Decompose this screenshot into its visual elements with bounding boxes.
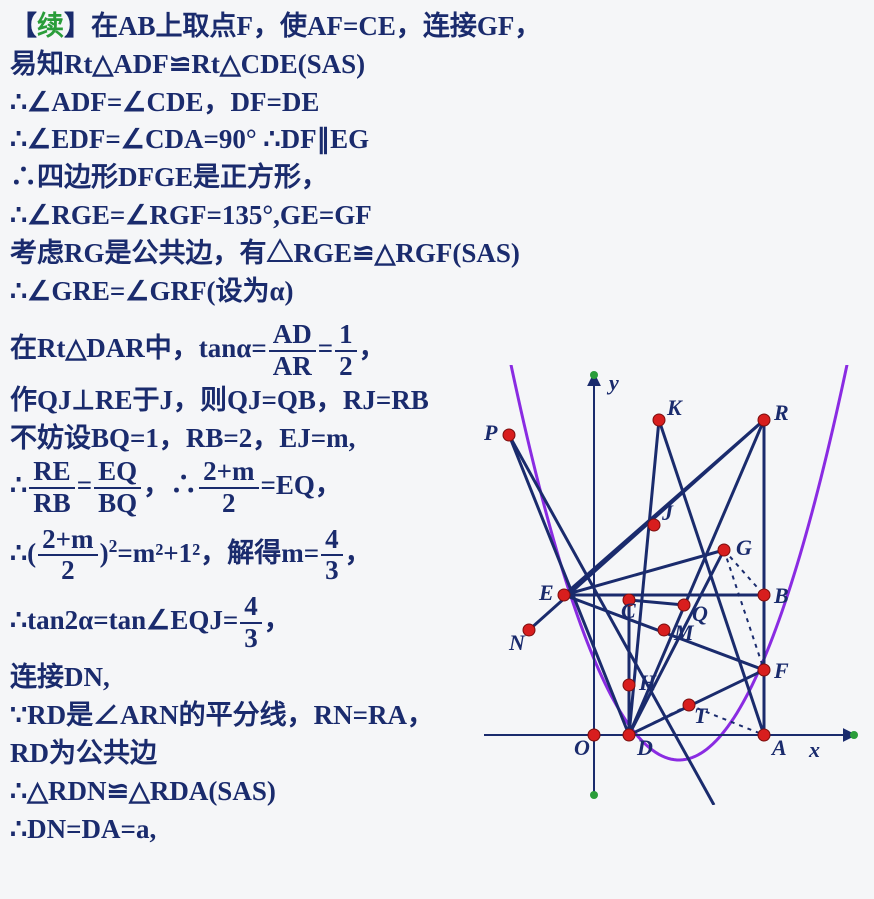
solution-text: 【续】在AB上取点F，使AF=CE，连接GF， 易知Rt△ADF≌Rt△CDE(… bbox=[0, 0, 874, 856]
line-14: ∴tan2α=tan∠EQJ=43， bbox=[10, 592, 480, 653]
line-18: ∴△RDN≌△RDA(SAS) bbox=[10, 773, 864, 811]
line-7: 考虑RG是公共边，有△RGE≌△RGF(SAS) bbox=[10, 235, 864, 273]
line-1-rest: 在AB上取点F，使AF=CE，连接GF， bbox=[91, 11, 541, 41]
l12-frac3: 2+m2 bbox=[199, 457, 258, 518]
l9-frac2: 12 bbox=[335, 320, 357, 381]
line-2: 易知Rt△ADF≌Rt△CDE(SAS) bbox=[10, 46, 864, 84]
l14a: ∴tan2α=tan∠EQJ= bbox=[10, 605, 238, 635]
line-3: ∴∠ADF=∠CDE，DF=DE bbox=[10, 84, 864, 122]
l13d: ， bbox=[345, 538, 372, 568]
l12-frac2: EQBQ bbox=[94, 457, 141, 518]
line-15: 连接DN, bbox=[10, 659, 480, 697]
l14b: ， bbox=[264, 605, 291, 635]
line-6: ∴∠RGE=∠RGF=135°,GE=GF bbox=[10, 197, 864, 235]
line-16: ∵RD是∠ARN的平分线，RN=RA， bbox=[10, 697, 864, 735]
l12b: = bbox=[77, 470, 92, 500]
line-13: ∴(2+m2)2=m²+1²，解得m=43， bbox=[10, 525, 480, 586]
l9a: 在Rt△DAR中，tanα= bbox=[10, 333, 267, 363]
line-17: RD为公共边 bbox=[10, 735, 864, 773]
tag-close: 】 bbox=[64, 11, 91, 41]
l12-frac1: RERB bbox=[29, 457, 75, 518]
l13b: ) bbox=[100, 538, 109, 568]
line-9: 在Rt△DAR中，tanα=ADAR=12， bbox=[10, 320, 864, 381]
line-4: ∴∠EDF=∠CDA=90° ∴DF∥EG bbox=[10, 121, 864, 159]
l9-frac1: ADAR bbox=[269, 320, 316, 381]
l13-frac2: 43 bbox=[321, 525, 343, 586]
l13-exp: 2 bbox=[109, 536, 118, 556]
l13-frac1: 2+m2 bbox=[38, 525, 97, 586]
line-5: ∴四边形DFGE是正方形， bbox=[10, 159, 864, 197]
l12d: =EQ， bbox=[261, 470, 342, 500]
l12c: ，∴ bbox=[143, 470, 197, 500]
l12a: ∴ bbox=[10, 470, 27, 500]
l9b: = bbox=[318, 333, 333, 363]
line-19: ∴DN=DA=a, bbox=[10, 811, 864, 849]
tag-open: 【 bbox=[10, 11, 37, 41]
line-1: 【续】在AB上取点F，使AF=CE，连接GF， bbox=[10, 8, 864, 46]
l9c: ， bbox=[359, 333, 386, 363]
line-11: 不妨设BQ=1，RB=2，EJ=m, bbox=[10, 420, 480, 458]
l13a: ∴( bbox=[10, 538, 36, 568]
tag-word: 续 bbox=[37, 11, 64, 41]
line-12: ∴RERB=EQBQ，∴2+m2=EQ， bbox=[10, 457, 480, 518]
l14-frac: 43 bbox=[240, 592, 262, 653]
line-8: ∴∠GRE=∠GRF(设为α) bbox=[10, 273, 864, 311]
line-10: 作QJ⊥RE于J，则QJ=QB，RJ=RB bbox=[10, 382, 480, 420]
l13c: =m²+1²，解得m= bbox=[117, 538, 319, 568]
